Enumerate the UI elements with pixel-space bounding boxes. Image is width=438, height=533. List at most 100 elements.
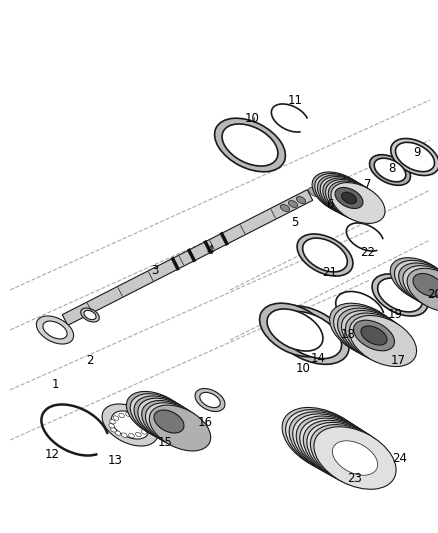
- Ellipse shape: [121, 433, 127, 438]
- Ellipse shape: [342, 311, 410, 362]
- Ellipse shape: [280, 205, 290, 212]
- Ellipse shape: [331, 183, 385, 223]
- Ellipse shape: [305, 424, 352, 460]
- Ellipse shape: [119, 413, 124, 418]
- Ellipse shape: [145, 422, 151, 426]
- Ellipse shape: [391, 139, 438, 175]
- Polygon shape: [62, 190, 313, 325]
- Ellipse shape: [308, 187, 321, 197]
- Ellipse shape: [312, 172, 368, 214]
- Ellipse shape: [222, 124, 278, 166]
- Ellipse shape: [288, 200, 298, 207]
- Ellipse shape: [279, 311, 342, 359]
- Ellipse shape: [293, 414, 377, 478]
- Ellipse shape: [346, 313, 413, 365]
- Ellipse shape: [338, 308, 407, 361]
- Ellipse shape: [297, 197, 306, 204]
- Ellipse shape: [149, 405, 211, 451]
- Text: 19: 19: [388, 309, 403, 321]
- Ellipse shape: [141, 430, 147, 434]
- Text: 21: 21: [322, 265, 338, 279]
- Ellipse shape: [267, 309, 323, 351]
- Text: 20: 20: [427, 288, 438, 302]
- Ellipse shape: [135, 432, 141, 437]
- Ellipse shape: [160, 408, 190, 432]
- Text: 24: 24: [392, 451, 407, 464]
- Ellipse shape: [403, 265, 438, 309]
- Ellipse shape: [282, 407, 368, 473]
- Ellipse shape: [297, 234, 353, 276]
- Ellipse shape: [399, 263, 438, 307]
- Ellipse shape: [323, 178, 378, 220]
- Ellipse shape: [390, 257, 438, 302]
- Ellipse shape: [36, 316, 74, 344]
- Text: 13: 13: [108, 454, 123, 466]
- Ellipse shape: [115, 431, 121, 435]
- Text: 16: 16: [198, 416, 212, 429]
- Ellipse shape: [43, 321, 67, 339]
- Text: 1: 1: [51, 378, 59, 392]
- Ellipse shape: [325, 180, 380, 221]
- Ellipse shape: [141, 400, 204, 447]
- Ellipse shape: [311, 427, 366, 469]
- Text: 10: 10: [296, 361, 311, 375]
- Ellipse shape: [374, 158, 406, 182]
- Text: 10: 10: [244, 111, 259, 125]
- Text: 5: 5: [291, 215, 299, 229]
- Ellipse shape: [396, 142, 434, 172]
- Ellipse shape: [113, 416, 119, 421]
- Ellipse shape: [325, 437, 371, 471]
- Text: 9: 9: [413, 147, 421, 159]
- Ellipse shape: [127, 391, 190, 439]
- Text: 14: 14: [311, 351, 325, 365]
- Ellipse shape: [300, 418, 384, 482]
- Ellipse shape: [333, 305, 404, 359]
- Ellipse shape: [303, 421, 387, 483]
- Text: 3: 3: [151, 263, 159, 277]
- Ellipse shape: [332, 441, 378, 475]
- Ellipse shape: [200, 392, 220, 408]
- Ellipse shape: [111, 411, 148, 439]
- Ellipse shape: [361, 326, 387, 345]
- Ellipse shape: [329, 303, 400, 357]
- Ellipse shape: [325, 435, 378, 477]
- Ellipse shape: [271, 306, 349, 365]
- Ellipse shape: [378, 278, 422, 312]
- Ellipse shape: [370, 155, 410, 185]
- Ellipse shape: [407, 268, 438, 312]
- Ellipse shape: [84, 310, 96, 320]
- Text: 12: 12: [45, 448, 60, 462]
- Text: 6: 6: [326, 198, 334, 212]
- Ellipse shape: [314, 427, 396, 489]
- Text: 7: 7: [364, 179, 372, 191]
- Text: 11: 11: [287, 93, 303, 107]
- Ellipse shape: [328, 181, 382, 222]
- Ellipse shape: [154, 410, 184, 433]
- Ellipse shape: [318, 431, 372, 473]
- Ellipse shape: [133, 413, 138, 417]
- Ellipse shape: [126, 412, 131, 417]
- Ellipse shape: [335, 188, 363, 208]
- Ellipse shape: [289, 412, 374, 477]
- Ellipse shape: [320, 176, 375, 218]
- Ellipse shape: [134, 396, 197, 443]
- Ellipse shape: [315, 173, 371, 215]
- Ellipse shape: [165, 413, 185, 427]
- Text: 8: 8: [389, 161, 396, 174]
- Text: 23: 23: [348, 472, 362, 484]
- Ellipse shape: [311, 425, 393, 487]
- Ellipse shape: [312, 429, 358, 464]
- Text: 22: 22: [360, 246, 375, 259]
- Text: 15: 15: [158, 437, 173, 449]
- Ellipse shape: [297, 419, 353, 461]
- Ellipse shape: [129, 433, 134, 438]
- Ellipse shape: [144, 418, 149, 422]
- Ellipse shape: [145, 426, 150, 431]
- Text: 18: 18: [341, 328, 356, 342]
- Ellipse shape: [81, 308, 99, 322]
- Ellipse shape: [395, 260, 438, 305]
- Ellipse shape: [307, 423, 390, 486]
- Ellipse shape: [353, 320, 395, 351]
- Ellipse shape: [260, 303, 330, 357]
- Ellipse shape: [318, 432, 365, 467]
